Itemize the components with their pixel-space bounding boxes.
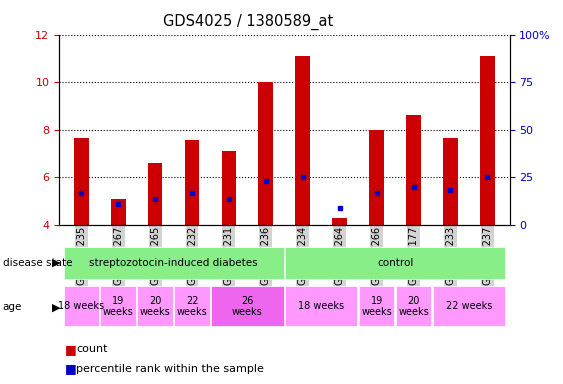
Bar — [100, 286, 136, 326]
Bar — [396, 286, 431, 326]
Text: ■: ■ — [65, 362, 77, 375]
Text: count: count — [76, 344, 108, 354]
Bar — [64, 286, 99, 326]
Text: ▶: ▶ — [52, 302, 61, 312]
Text: 22 weeks: 22 weeks — [446, 301, 492, 311]
Bar — [443, 138, 458, 225]
Bar — [332, 217, 347, 225]
Bar — [222, 151, 236, 225]
Bar — [258, 82, 273, 225]
Text: control: control — [377, 258, 413, 268]
Bar — [285, 286, 358, 326]
Bar — [296, 56, 310, 225]
Text: 26
weeks: 26 weeks — [232, 296, 263, 317]
Bar — [359, 286, 394, 326]
Text: percentile rank within the sample: percentile rank within the sample — [76, 364, 264, 374]
Bar — [185, 140, 199, 225]
Bar — [148, 163, 163, 225]
Bar — [211, 286, 284, 326]
Text: 18 weeks: 18 weeks — [58, 301, 104, 311]
Bar — [406, 115, 421, 225]
Text: ■: ■ — [65, 343, 77, 356]
Bar — [137, 286, 173, 326]
Bar — [111, 199, 126, 225]
Text: 18 weeks: 18 weeks — [298, 301, 345, 311]
Bar — [74, 138, 88, 225]
Text: GDS4025 / 1380589_at: GDS4025 / 1380589_at — [163, 13, 333, 30]
Bar — [433, 286, 505, 326]
Text: 19
weeks: 19 weeks — [103, 296, 133, 317]
Text: 19
weeks: 19 weeks — [361, 296, 392, 317]
Bar — [369, 130, 384, 225]
Text: streptozotocin-induced diabetes: streptozotocin-induced diabetes — [90, 258, 258, 268]
Text: 20
weeks: 20 weeks — [398, 296, 429, 317]
Text: 22
weeks: 22 weeks — [177, 296, 207, 317]
Bar — [480, 56, 495, 225]
Bar — [64, 248, 284, 279]
Text: disease state: disease state — [3, 258, 72, 268]
Text: age: age — [3, 302, 22, 312]
Text: ▶: ▶ — [52, 258, 61, 268]
Text: 20
weeks: 20 weeks — [140, 296, 171, 317]
Bar — [175, 286, 210, 326]
Bar — [285, 248, 505, 279]
